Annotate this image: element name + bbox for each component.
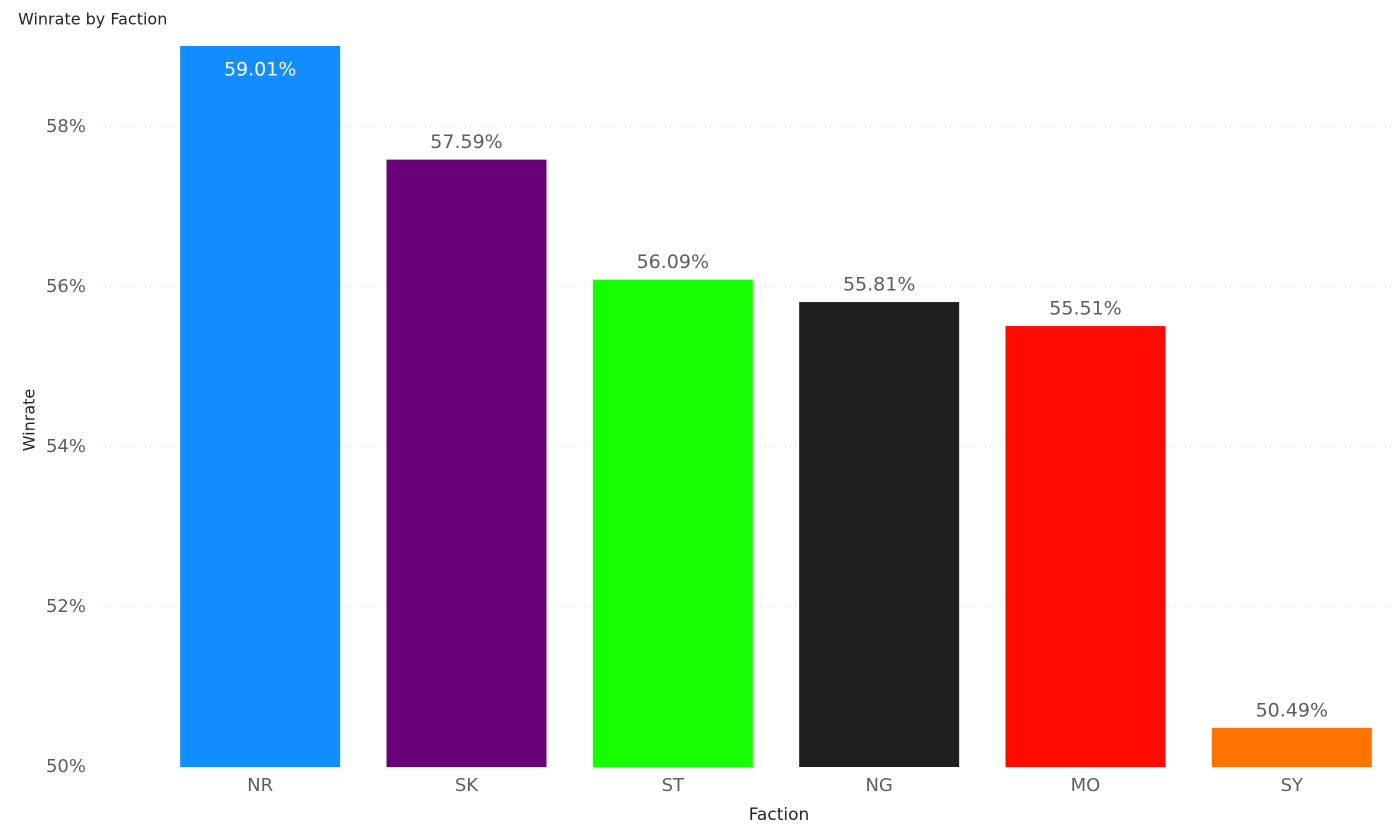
x-tick-label: SK	[455, 775, 479, 796]
x-tick-label: ST	[662, 775, 685, 796]
y-tick-label: 50%	[46, 756, 86, 777]
data-label: 57.59%	[430, 131, 502, 153]
y-tick-label: 56%	[46, 276, 86, 297]
bar	[180, 46, 341, 767]
bar	[592, 279, 753, 767]
bar	[1005, 326, 1166, 767]
data-label: 56.09%	[637, 251, 709, 273]
bar	[1211, 727, 1372, 767]
data-label: 59.01%	[224, 59, 296, 81]
x-tick-label: NG	[865, 775, 892, 796]
y-axis-label: Winrate	[20, 389, 39, 452]
bar	[799, 302, 960, 767]
data-label: 55.51%	[1049, 298, 1121, 320]
y-tick-label: 52%	[46, 596, 86, 617]
data-label: 50.49%	[1256, 699, 1328, 721]
data-label: 55.81%	[843, 274, 915, 296]
chart-title: Winrate by Faction	[18, 10, 167, 29]
bar	[386, 159, 547, 767]
x-axis-label: Faction	[749, 805, 810, 825]
y-tick-label: 58%	[46, 116, 86, 137]
x-tick-label: NR	[247, 775, 273, 796]
x-tick-label: MO	[1071, 775, 1101, 796]
y-tick-label: 54%	[46, 436, 86, 457]
x-tick-label: SY	[1281, 775, 1304, 796]
